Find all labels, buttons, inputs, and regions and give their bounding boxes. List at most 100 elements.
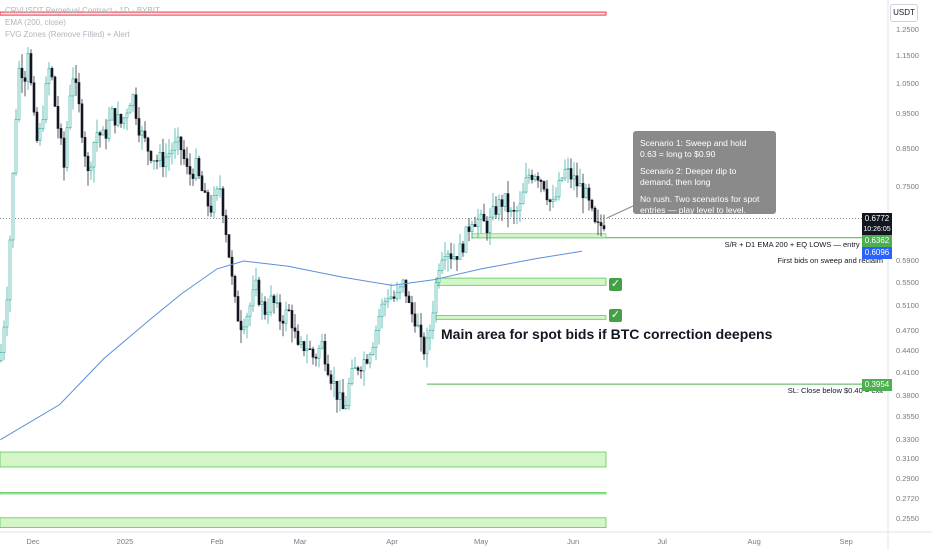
candle-body <box>392 296 396 299</box>
candle-body <box>230 256 234 277</box>
candle-body <box>194 158 198 179</box>
candle-body <box>389 296 393 299</box>
candle-body <box>86 155 90 172</box>
fvg-zone <box>435 277 607 286</box>
candle-body <box>11 172 15 241</box>
candle-body <box>116 113 120 126</box>
candle-body <box>254 279 258 291</box>
y-tick-label: 0.3300 <box>896 434 919 444</box>
y-tick-label: 0.2550 <box>896 514 919 523</box>
candle-body <box>176 136 180 143</box>
candle-body <box>41 119 45 129</box>
axis-unit-button[interactable]: USDT <box>890 4 918 22</box>
candle-body <box>356 367 360 371</box>
candle-body <box>8 239 12 301</box>
x-tick-label: 2025 <box>116 537 134 546</box>
legend-symbol[interactable]: CRVUSDT Perpetual Contract · 1D · BYBIT <box>5 6 160 15</box>
candle-body <box>242 326 246 331</box>
candle-body <box>317 347 321 359</box>
candle-body <box>167 153 171 158</box>
candle-body <box>233 275 237 297</box>
candle-body <box>494 206 498 215</box>
candle-body <box>440 259 444 271</box>
candle-body <box>164 156 168 168</box>
candle-body <box>53 76 57 107</box>
candle-body <box>566 168 570 170</box>
candle-body <box>35 111 39 141</box>
candle-body <box>359 369 363 372</box>
y-tick-label: 0.4100 <box>896 367 919 377</box>
candle-body <box>362 359 366 372</box>
candle-body <box>425 337 429 355</box>
y-tick-label: 0.4400 <box>896 346 919 356</box>
candle-body <box>407 295 411 303</box>
sr-price-tag: 0.6362 <box>862 235 892 247</box>
candle-body <box>383 300 387 305</box>
check-icon: ✓ <box>609 309 622 322</box>
candle-body <box>224 215 228 235</box>
candle-body <box>410 302 414 315</box>
candle-body <box>71 78 75 97</box>
candle-body <box>143 130 147 139</box>
candle-body <box>314 356 318 359</box>
candle-body <box>557 180 561 198</box>
candle-body <box>467 226 471 232</box>
candle-body <box>482 213 486 222</box>
candle-body <box>428 330 432 339</box>
candle-body <box>485 220 489 234</box>
candle-body <box>263 301 267 315</box>
candle-body <box>353 367 357 369</box>
candle-body <box>320 341 324 349</box>
candle-body <box>170 149 174 154</box>
candle-body <box>422 336 426 355</box>
candle-body <box>206 192 210 207</box>
candle-body <box>215 188 219 196</box>
candle-body <box>140 130 144 136</box>
candle-body <box>275 302 279 304</box>
candle-body <box>185 158 189 167</box>
candle-body <box>23 77 27 82</box>
candle-body <box>539 179 543 182</box>
candle-body <box>347 382 351 406</box>
fvg-zone <box>0 451 607 468</box>
legend-ema[interactable]: EMA (200, close) <box>5 18 66 27</box>
scenario-2-text: Scenario 2: Deeper dip to demand, then l… <box>640 166 737 187</box>
candle-body <box>479 213 483 220</box>
ema-200-line <box>0 250 583 441</box>
candle-body <box>311 348 315 358</box>
candle-body <box>533 176 537 180</box>
candle-body <box>380 303 384 318</box>
candle-body <box>398 286 402 293</box>
candle-body <box>515 210 519 212</box>
candle-body <box>89 166 93 172</box>
candle-body <box>182 149 186 159</box>
legend-fvg[interactable]: FVG Zones (Remove Filled) + Alert <box>5 30 130 39</box>
candle-body <box>227 234 231 258</box>
candle-body <box>332 380 336 384</box>
candle-body <box>155 160 159 162</box>
candle-body <box>131 94 135 106</box>
candle-body <box>521 191 525 205</box>
candle-body <box>281 320 285 324</box>
candle-body <box>104 129 108 139</box>
candle-body <box>431 312 435 331</box>
candle-body <box>74 78 78 83</box>
candle-body <box>503 193 507 207</box>
candle-body <box>545 188 549 201</box>
candle-body <box>65 127 69 168</box>
y-tick-label: 0.3800 <box>896 391 919 401</box>
candle-body <box>38 128 42 141</box>
candle-body <box>578 183 582 187</box>
check-icon: ✓ <box>609 278 622 291</box>
candle-body <box>497 199 501 215</box>
candle-body <box>413 313 417 327</box>
candle-body <box>59 128 63 139</box>
candle-body <box>473 224 477 227</box>
candle-body <box>308 348 312 350</box>
candle-body <box>68 95 72 129</box>
candle-body <box>386 298 390 302</box>
candle-body <box>371 346 375 355</box>
x-tick-label: Feb <box>210 537 224 546</box>
candle-body <box>377 316 381 331</box>
candle-body <box>305 348 309 352</box>
